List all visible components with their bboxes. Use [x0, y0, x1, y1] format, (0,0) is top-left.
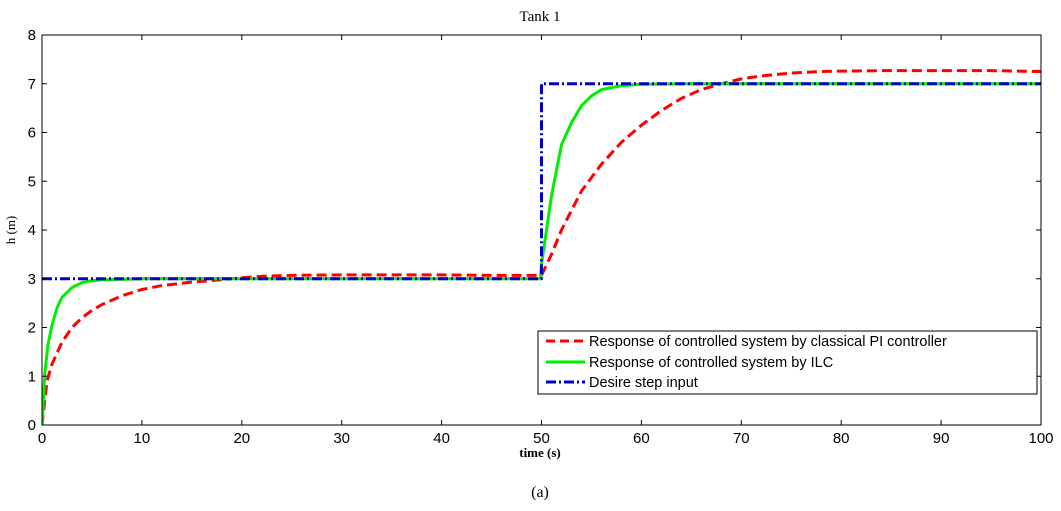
legend-label-pi: Response of controlled system by classic…	[589, 334, 947, 350]
legend-box	[537, 330, 1038, 395]
y-tick-label: 0	[28, 417, 36, 434]
x-axis-label: time (s)	[519, 445, 561, 460]
x-tick-label: 50	[533, 430, 550, 447]
figure-caption: (a)	[531, 484, 549, 501]
x-tick-label: 40	[433, 430, 450, 447]
y-tick-label: 3	[28, 271, 36, 288]
series-line-pi-controller	[42, 69, 1041, 425]
y-axis: 0 1 2 3 4 5 6 7 8	[28, 27, 1041, 434]
y-tick-label: 7	[28, 76, 36, 93]
chart-title: Tank 1	[519, 9, 560, 25]
legend-label-step: Desire step input	[589, 375, 698, 391]
legend-label-ilc: Response of controlled system by ILC	[589, 355, 833, 371]
x-tick-label: 100	[1028, 430, 1053, 447]
series-layer	[42, 69, 1041, 425]
x-tick-label: 10	[134, 430, 151, 447]
x-axis: 0 10 20 30 40 50 60 70 80 90 100	[38, 35, 1054, 447]
y-tick-label: 5	[28, 173, 36, 190]
x-tick-label: 80	[833, 430, 850, 447]
legend: Response of controlled system by classic…	[537, 330, 1038, 395]
y-tick-label: 8	[28, 27, 36, 44]
x-tick-label: 70	[733, 430, 750, 447]
x-tick-label: 0	[38, 430, 46, 447]
y-axis-label: h (m)	[3, 216, 18, 245]
x-tick-label: 30	[333, 430, 350, 447]
x-tick-label: 90	[933, 430, 950, 447]
y-tick-label: 4	[28, 222, 36, 239]
y-tick-label: 2	[28, 320, 36, 337]
x-tick-label: 20	[233, 430, 250, 447]
x-tick-label: 60	[633, 430, 650, 447]
y-tick-label: 6	[28, 125, 36, 142]
y-tick-label: 1	[28, 368, 36, 385]
series-line-step-input	[42, 82, 1041, 281]
